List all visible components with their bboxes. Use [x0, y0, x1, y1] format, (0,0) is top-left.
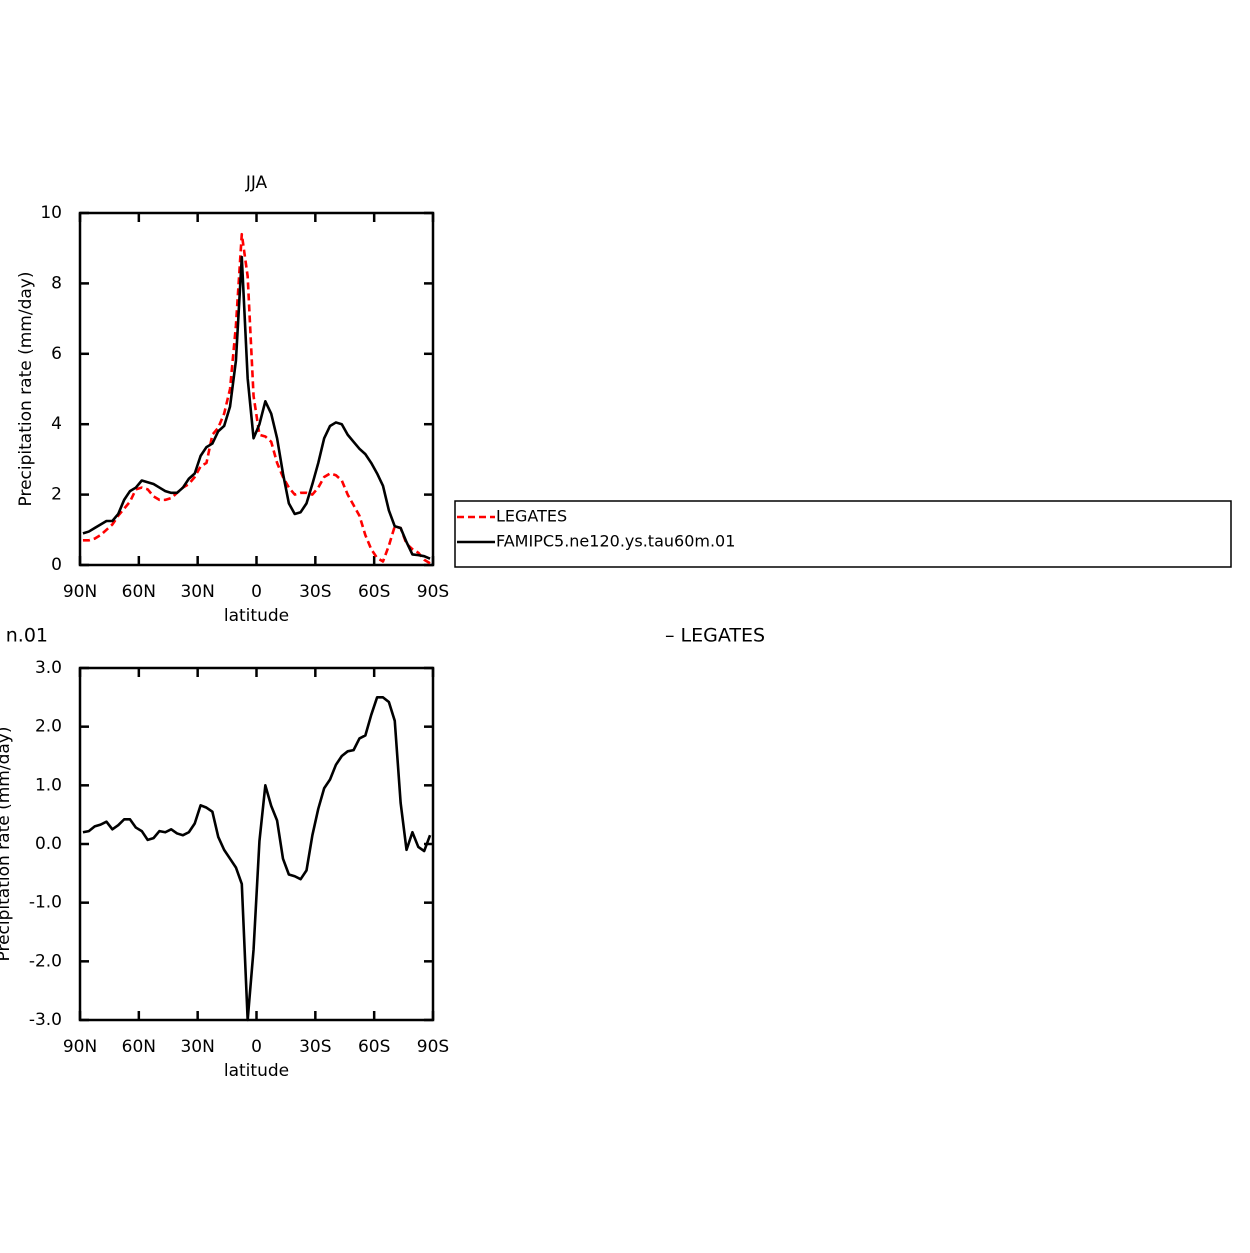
- y-tick-label: 1.0: [35, 775, 62, 795]
- y-axis-label: Precipitation rate (mm/day): [0, 727, 14, 962]
- data-line: [82, 232, 431, 565]
- x-tick-label: 0: [251, 1037, 262, 1057]
- x-axis-label: latitude: [224, 606, 289, 626]
- x-tick-label: 60N: [122, 582, 156, 602]
- legend-box: [454, 500, 1232, 568]
- x-axis-label: latitude: [224, 1061, 289, 1081]
- y-tick-label: 0: [51, 555, 62, 575]
- y-tick-label: 6: [51, 344, 62, 364]
- legend-label: LEGATES: [496, 507, 567, 526]
- left-title: n.01: [6, 625, 48, 647]
- data-line: [82, 696, 432, 1022]
- y-tick-label: 3.0: [35, 658, 62, 678]
- plot-frame: [78, 211, 435, 567]
- x-tick-label: 30N: [180, 1037, 214, 1057]
- data-line: [82, 255, 431, 560]
- y-tick-label: 8: [51, 273, 62, 293]
- y-tick-label: 2: [51, 485, 62, 505]
- y-tick-label: 4: [51, 414, 62, 434]
- x-tick-label: 30N: [180, 582, 214, 602]
- y-tick-label: 10: [40, 203, 62, 223]
- x-tick-label: 90N: [63, 582, 97, 602]
- y-tick-label: 2.0: [35, 717, 62, 737]
- x-tick-label: 30S: [299, 582, 331, 602]
- plot-frame: [78, 666, 435, 1022]
- chart-title: JJA: [245, 173, 268, 193]
- x-tick-label: 90N: [63, 1037, 97, 1057]
- x-tick-label: 90S: [417, 1037, 449, 1057]
- x-tick-label: 30S: [299, 1037, 331, 1057]
- y-tick-label: -2.0: [29, 951, 62, 971]
- y-axis-label: Precipitation rate (mm/day): [16, 272, 36, 507]
- y-tick-label: 0.0: [35, 834, 62, 854]
- y-tick-label: -1.0: [29, 893, 62, 913]
- x-tick-label: 90S: [417, 582, 449, 602]
- x-tick-label: 60S: [358, 582, 390, 602]
- right-title: – LEGATES: [665, 625, 765, 647]
- y-tick-label: -3.0: [29, 1010, 62, 1030]
- legend-label: FAMIPC5.ne120.ys.tau60m.01: [496, 532, 735, 551]
- x-tick-label: 60N: [122, 1037, 156, 1057]
- x-tick-label: 60S: [358, 1037, 390, 1057]
- x-tick-label: 0: [251, 582, 262, 602]
